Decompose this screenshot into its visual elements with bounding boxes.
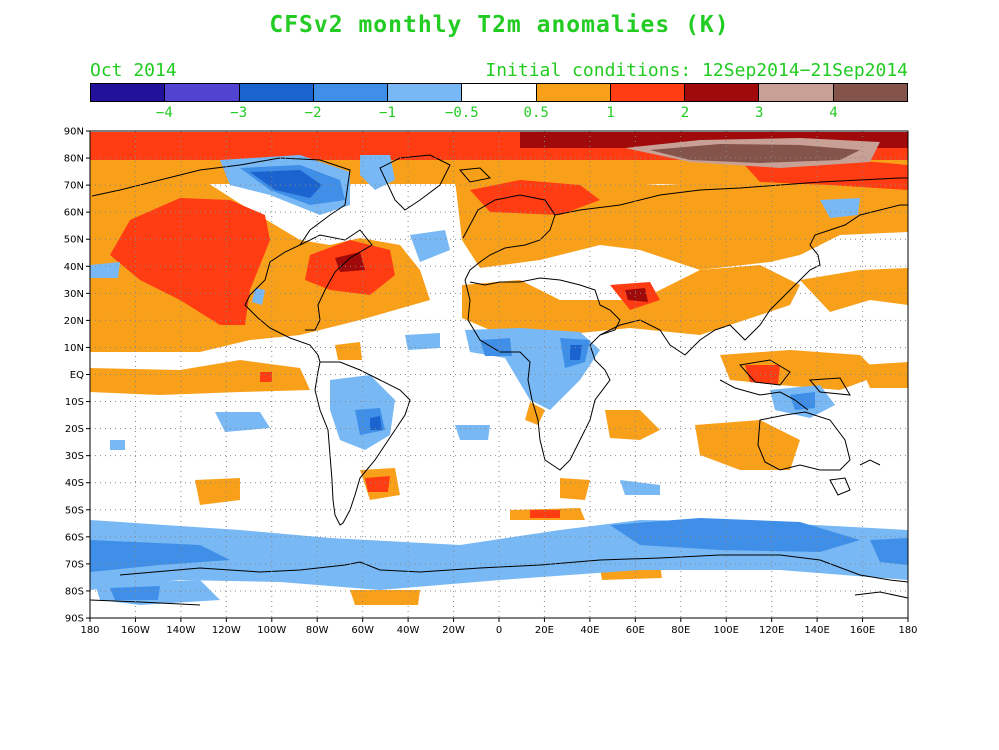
lat-label: 50N xyxy=(64,235,84,246)
color-scale-label: −4 xyxy=(155,105,173,121)
lat-label: 30N xyxy=(64,289,84,300)
color-scale-swatch xyxy=(388,84,463,101)
color-scale-swatch xyxy=(833,84,907,101)
lon-label: 120W xyxy=(212,625,241,636)
color-scale-label: 4 xyxy=(829,105,838,121)
anomaly-fields xyxy=(90,132,908,605)
lat-label: 70S xyxy=(65,559,84,570)
lat-label: 80S xyxy=(65,586,84,597)
lon-label: 80W xyxy=(306,625,329,636)
chart-title: CFSv2 monthly T2m anomalies (K) xyxy=(269,12,730,38)
lat-label: 20S xyxy=(65,424,84,435)
lon-label: 180 xyxy=(80,625,99,636)
color-scale-label: −3 xyxy=(230,105,248,121)
color-scale-swatch xyxy=(610,84,686,101)
latitude-labels: 90N 80N 70N 60N 50N 40N 30N 20N 10N EQ 10S 20S 30S 40… xyxy=(64,127,84,625)
lon-label: 20E xyxy=(535,625,554,636)
initial-conditions: Initial conditions: 12Sep2014−21Sep2014 xyxy=(485,60,908,81)
color-scale-swatch xyxy=(91,84,166,101)
axis-ticks xyxy=(86,130,909,622)
color-scale-swatch xyxy=(462,84,537,101)
forecast-month: Oct 2014 xyxy=(90,60,177,81)
color-scale-swatch xyxy=(165,84,240,101)
lat-label: 50S xyxy=(65,505,84,516)
lat-label: 70N xyxy=(64,181,84,192)
lat-label: 60S xyxy=(65,532,84,543)
lon-label: 80E xyxy=(671,625,690,636)
color-scale-swatch xyxy=(536,84,611,101)
lon-label: 180 xyxy=(898,625,917,636)
lat-label: EQ xyxy=(70,370,84,381)
lon-label: 40E xyxy=(580,625,599,636)
color-scale-label: 3 xyxy=(755,105,764,121)
peak-warm-region xyxy=(650,144,860,163)
color-scale-label: 0.5 xyxy=(523,105,549,121)
lon-label: 40W xyxy=(397,625,420,636)
strong-cool-regions xyxy=(250,170,582,430)
color-scale-label: 1 xyxy=(606,105,615,121)
lat-label: 30S xyxy=(65,451,84,462)
color-scale-swatch xyxy=(759,84,834,101)
color-scale-swatch xyxy=(685,84,760,101)
lon-label: 100E xyxy=(714,625,739,636)
lon-label: 100W xyxy=(257,625,286,636)
lat-label: 10S xyxy=(65,397,84,408)
lon-label: 160W xyxy=(121,625,150,636)
color-scale-bar xyxy=(90,83,908,102)
graticule xyxy=(90,131,908,618)
color-scale-label: −1 xyxy=(379,105,396,121)
color-scale-swatch xyxy=(239,84,314,101)
lon-label: 120E xyxy=(759,625,784,636)
color-scale-label: 2 xyxy=(680,105,690,121)
color-scale-label: −0.5 xyxy=(444,105,479,121)
lon-label: 140W xyxy=(166,625,195,636)
lat-label: 90S xyxy=(65,614,84,625)
lon-label: 160E xyxy=(850,625,875,636)
lat-label: 90N xyxy=(64,127,84,138)
lat-label: 40S xyxy=(65,478,84,489)
lon-label: 60W xyxy=(351,625,374,636)
lon-label: 0 xyxy=(496,625,502,636)
lat-label: 20N xyxy=(64,316,84,327)
lon-label: 60E xyxy=(626,625,645,636)
longitude-labels: 180 160W 140W 120W 100W 80W 60W 40W 20W 0 20E 40E 60… xyxy=(80,625,917,636)
color-scale-label: −2 xyxy=(304,105,322,121)
lon-label: 140E xyxy=(804,625,829,636)
lat-label: 60N xyxy=(64,208,84,219)
lat-label: 80N xyxy=(64,154,84,165)
lat-label: 10N xyxy=(64,343,84,354)
color-scale-swatch xyxy=(313,84,389,101)
lon-label: 20W xyxy=(442,625,465,636)
lat-label: 40N xyxy=(64,262,84,273)
